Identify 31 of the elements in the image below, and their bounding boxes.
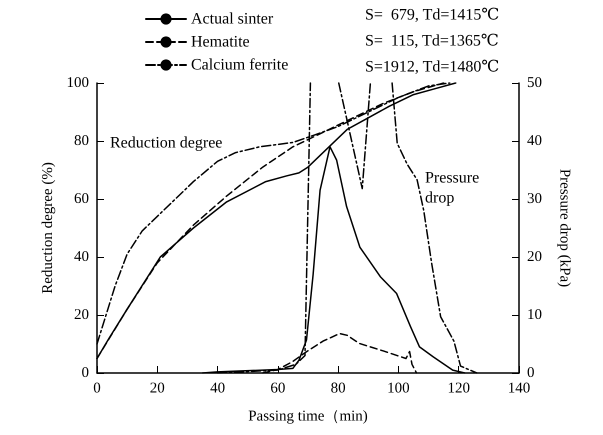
y2-tick-label: 20 [527,249,542,265]
y-tick-label: 20 [74,307,89,323]
y-tick-label: 80 [74,133,89,149]
x-tick-label: 80 [330,380,346,396]
legend-label: Calcium ferrite [191,56,288,74]
x-tick-label: 140 [508,380,530,396]
x-tick-label: 20 [150,380,165,396]
y2-tick-label: 50 [527,75,542,91]
text: S=1912, Td=1480℃ [365,58,500,76]
y2-tick-label: 10 [527,307,542,323]
y2-tick-label: 30 [527,191,542,207]
x-tick-label: 40 [210,380,226,396]
annotation: Pressure drop [425,170,480,206]
x-tick-label: 0 [93,380,101,396]
legend-label: Hematite [191,34,250,50]
y2-tick-label: 40 [527,133,542,149]
y2-axis-title: Pressure drop (kPa) [556,168,572,288]
text: S= 679, Td=1415℃ [365,6,500,24]
y-tick-label: 0 [82,365,89,381]
x-tick-label: 120 [447,380,470,396]
y-tick-label: 100 [66,75,89,91]
legend-label: Actual sinter [191,10,274,28]
y2-tick-label: 0 [527,365,534,381]
y-tick-label: 60 [74,191,89,207]
y-axis-title: Reduction degree (%) [40,162,56,294]
y-tick-label: 40 [74,249,89,265]
x-tick-label: 100 [387,380,410,396]
x-axis-title: Passing time（min) [248,408,368,424]
x-tick-label: 60 [270,380,286,396]
annotation: Reduction degree [110,134,222,152]
text: S= 115, Td=1365℃ [365,32,499,50]
